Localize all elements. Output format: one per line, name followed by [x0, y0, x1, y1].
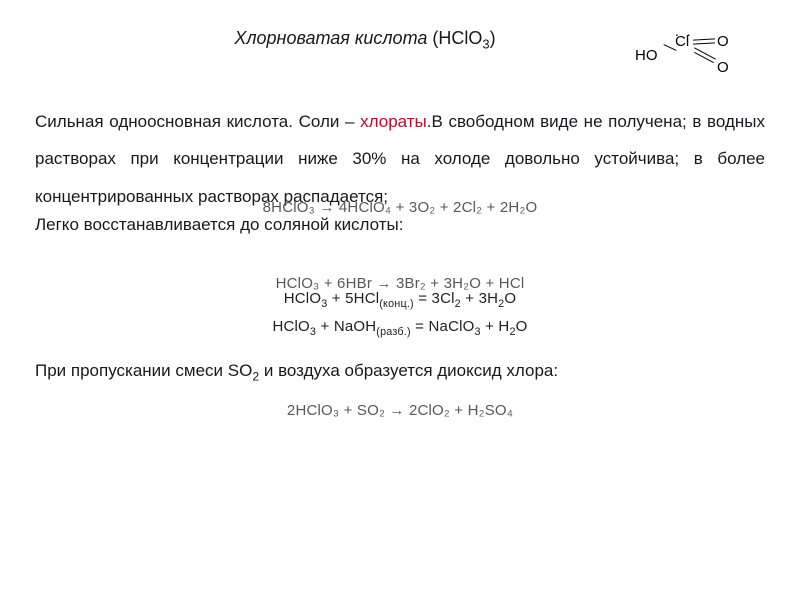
eq3-b: + 5HCl	[327, 290, 379, 307]
bond-line	[693, 42, 715, 44]
bond-line	[693, 38, 715, 40]
chlorates-term: хлораты	[360, 112, 427, 131]
title-block: Хлорноватая кислота (HClO3)	[35, 25, 615, 54]
atom-o-top: O	[717, 31, 729, 54]
formula-close: )	[490, 28, 496, 48]
eq4-c: = NaClO	[411, 318, 475, 335]
eq4-s2: (разб.)	[376, 326, 411, 338]
formula-sub: 3	[482, 37, 489, 52]
p3-text: При пропускании смеси SO	[35, 361, 252, 380]
eq3-d: + 3H	[461, 290, 498, 307]
equation-naoh: HClO3 + NaOH(разб.) = NaClO3 + H2O	[35, 316, 765, 340]
eq3-e: O	[504, 290, 516, 307]
eq4-e: O	[516, 318, 528, 335]
eq3-c: = 3Cl	[414, 290, 455, 307]
title-formula: (HClO3)	[432, 28, 495, 48]
equation-so2: 2HClO₃ + SO₂ → 2ClO₂ + H₂SO₄	[35, 400, 765, 423]
p3-tail: и воздуха образуется диоксид хлора:	[259, 361, 558, 380]
equation-hcl-conc: HClO3 + 5HCl(конц.) = 3Cl2 + 3H2O	[35, 288, 765, 312]
formula-open: (HClO	[432, 28, 482, 48]
structural-formula-diagram: . . HO Cl O O	[615, 25, 765, 85]
atom-o-bottom: O	[717, 57, 729, 80]
atom-cl: Cl	[675, 31, 689, 54]
title-text: Хлорноватая кислота	[234, 28, 427, 48]
atom-ho: HO	[635, 45, 658, 68]
spacer	[35, 340, 765, 358]
eq3-s2: (конц.)	[379, 298, 414, 310]
paragraph-2: Легко восстанавливается до соляной кисло…	[35, 212, 765, 238]
spacer	[35, 247, 765, 273]
eq4-a: HClO	[272, 318, 309, 335]
p1-text-a: Сильная одноосновная кислота. Соли –	[35, 112, 360, 131]
paragraph-3: При пропускании смеси SO2 и воздуха обра…	[35, 358, 765, 386]
eq4-b: + NaOH	[316, 318, 376, 335]
eq3-a: HClO	[284, 290, 321, 307]
eq4-d: + H	[481, 318, 510, 335]
header-row: Хлорноватая кислота (HClO3) . . HO Cl O …	[35, 25, 765, 85]
page-title: Хлорноватая кислота (HClO3)	[234, 28, 495, 48]
